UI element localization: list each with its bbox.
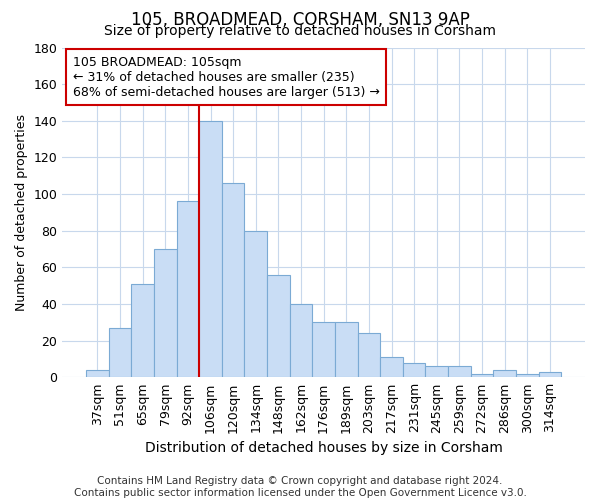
Bar bbox=[313, 322, 335, 378]
Bar bbox=[335, 322, 358, 378]
Bar bbox=[358, 334, 380, 378]
Bar bbox=[199, 121, 222, 378]
Text: 105 BROADMEAD: 105sqm
← 31% of detached houses are smaller (235)
68% of semi-det: 105 BROADMEAD: 105sqm ← 31% of detached … bbox=[73, 56, 380, 98]
X-axis label: Distribution of detached houses by size in Corsham: Distribution of detached houses by size … bbox=[145, 441, 503, 455]
Text: Size of property relative to detached houses in Corsham: Size of property relative to detached ho… bbox=[104, 24, 496, 38]
Bar bbox=[176, 202, 199, 378]
Bar bbox=[539, 372, 561, 378]
Bar bbox=[131, 284, 154, 378]
Bar bbox=[516, 374, 539, 378]
Bar bbox=[493, 370, 516, 378]
Text: Contains HM Land Registry data © Crown copyright and database right 2024.
Contai: Contains HM Land Registry data © Crown c… bbox=[74, 476, 526, 498]
Bar bbox=[290, 304, 313, 378]
Bar bbox=[448, 366, 471, 378]
Bar bbox=[154, 249, 176, 378]
Bar bbox=[222, 183, 244, 378]
Bar bbox=[244, 230, 267, 378]
Bar bbox=[109, 328, 131, 378]
Y-axis label: Number of detached properties: Number of detached properties bbox=[15, 114, 28, 311]
Bar bbox=[471, 374, 493, 378]
Bar bbox=[267, 274, 290, 378]
Bar bbox=[380, 357, 403, 378]
Bar bbox=[403, 362, 425, 378]
Bar bbox=[86, 370, 109, 378]
Text: 105, BROADMEAD, CORSHAM, SN13 9AP: 105, BROADMEAD, CORSHAM, SN13 9AP bbox=[131, 11, 469, 29]
Bar bbox=[425, 366, 448, 378]
